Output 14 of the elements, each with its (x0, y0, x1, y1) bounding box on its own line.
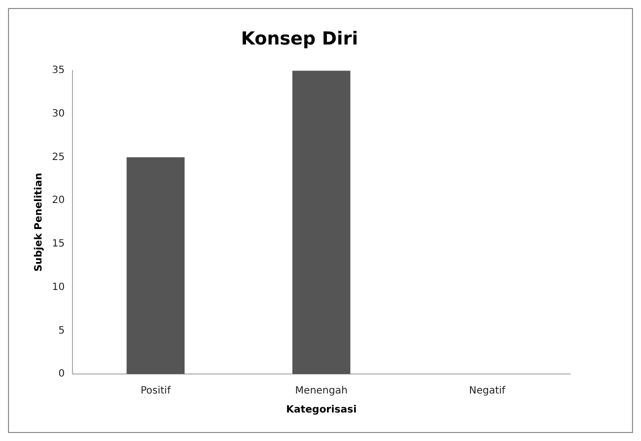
y-tick-label: 15 (52, 238, 65, 250)
y-tick-label: 0 (58, 368, 65, 380)
x-tick-label: Menengah (295, 386, 348, 397)
x-tick-label: Positif (140, 386, 172, 397)
chart-title: Konsep Diri (240, 28, 358, 50)
x-tick-label: Negatif (468, 386, 506, 397)
y-tick-label: 35 (52, 65, 65, 76)
y-tick-label: 20 (52, 195, 65, 206)
y-tick-label: 10 (52, 282, 65, 293)
y-tick-label: 25 (52, 152, 65, 163)
y-axis-title: Subjek Penelitian (34, 172, 45, 272)
y-tick-label: 5 (58, 325, 65, 336)
y-tick-label: 30 (52, 108, 65, 120)
x-axis-title: Kategorisasi (286, 404, 357, 416)
